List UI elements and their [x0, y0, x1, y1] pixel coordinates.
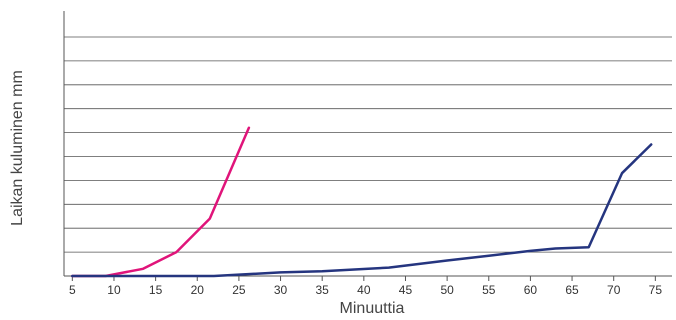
x-tick-label-5: 5: [69, 283, 76, 297]
x-tick-label-30: 30: [274, 283, 288, 297]
x-tick-label-50: 50: [440, 283, 454, 297]
x-axis-title: Minuuttia: [340, 300, 405, 317]
x-tick-label-10: 10: [107, 283, 121, 297]
y-axis-title: Laikan kuluminen mm: [9, 70, 26, 226]
x-axis-ticks: 5 10 15 20 25 30 35 40 45 50 55 60 65 70 75: [69, 276, 662, 297]
series-line-1: [71, 126, 251, 278]
x-tick-label-60: 60: [524, 283, 538, 297]
x-tick-label-70: 70: [607, 283, 621, 297]
x-tick-label-20: 20: [191, 283, 205, 297]
x-tick-label-25: 25: [232, 283, 246, 297]
x-tick-label-75: 75: [649, 283, 663, 297]
x-tick-label-40: 40: [357, 283, 371, 297]
series-line-2: [71, 143, 653, 278]
x-tick-label-55: 55: [482, 283, 496, 297]
series-group: [71, 126, 653, 278]
grid-lines: [64, 36, 672, 253]
x-tick-label-65: 65: [565, 283, 579, 297]
x-tick-label-15: 15: [149, 283, 163, 297]
x-tick-label-35: 35: [316, 283, 330, 297]
x-tick-label-45: 45: [399, 283, 413, 297]
